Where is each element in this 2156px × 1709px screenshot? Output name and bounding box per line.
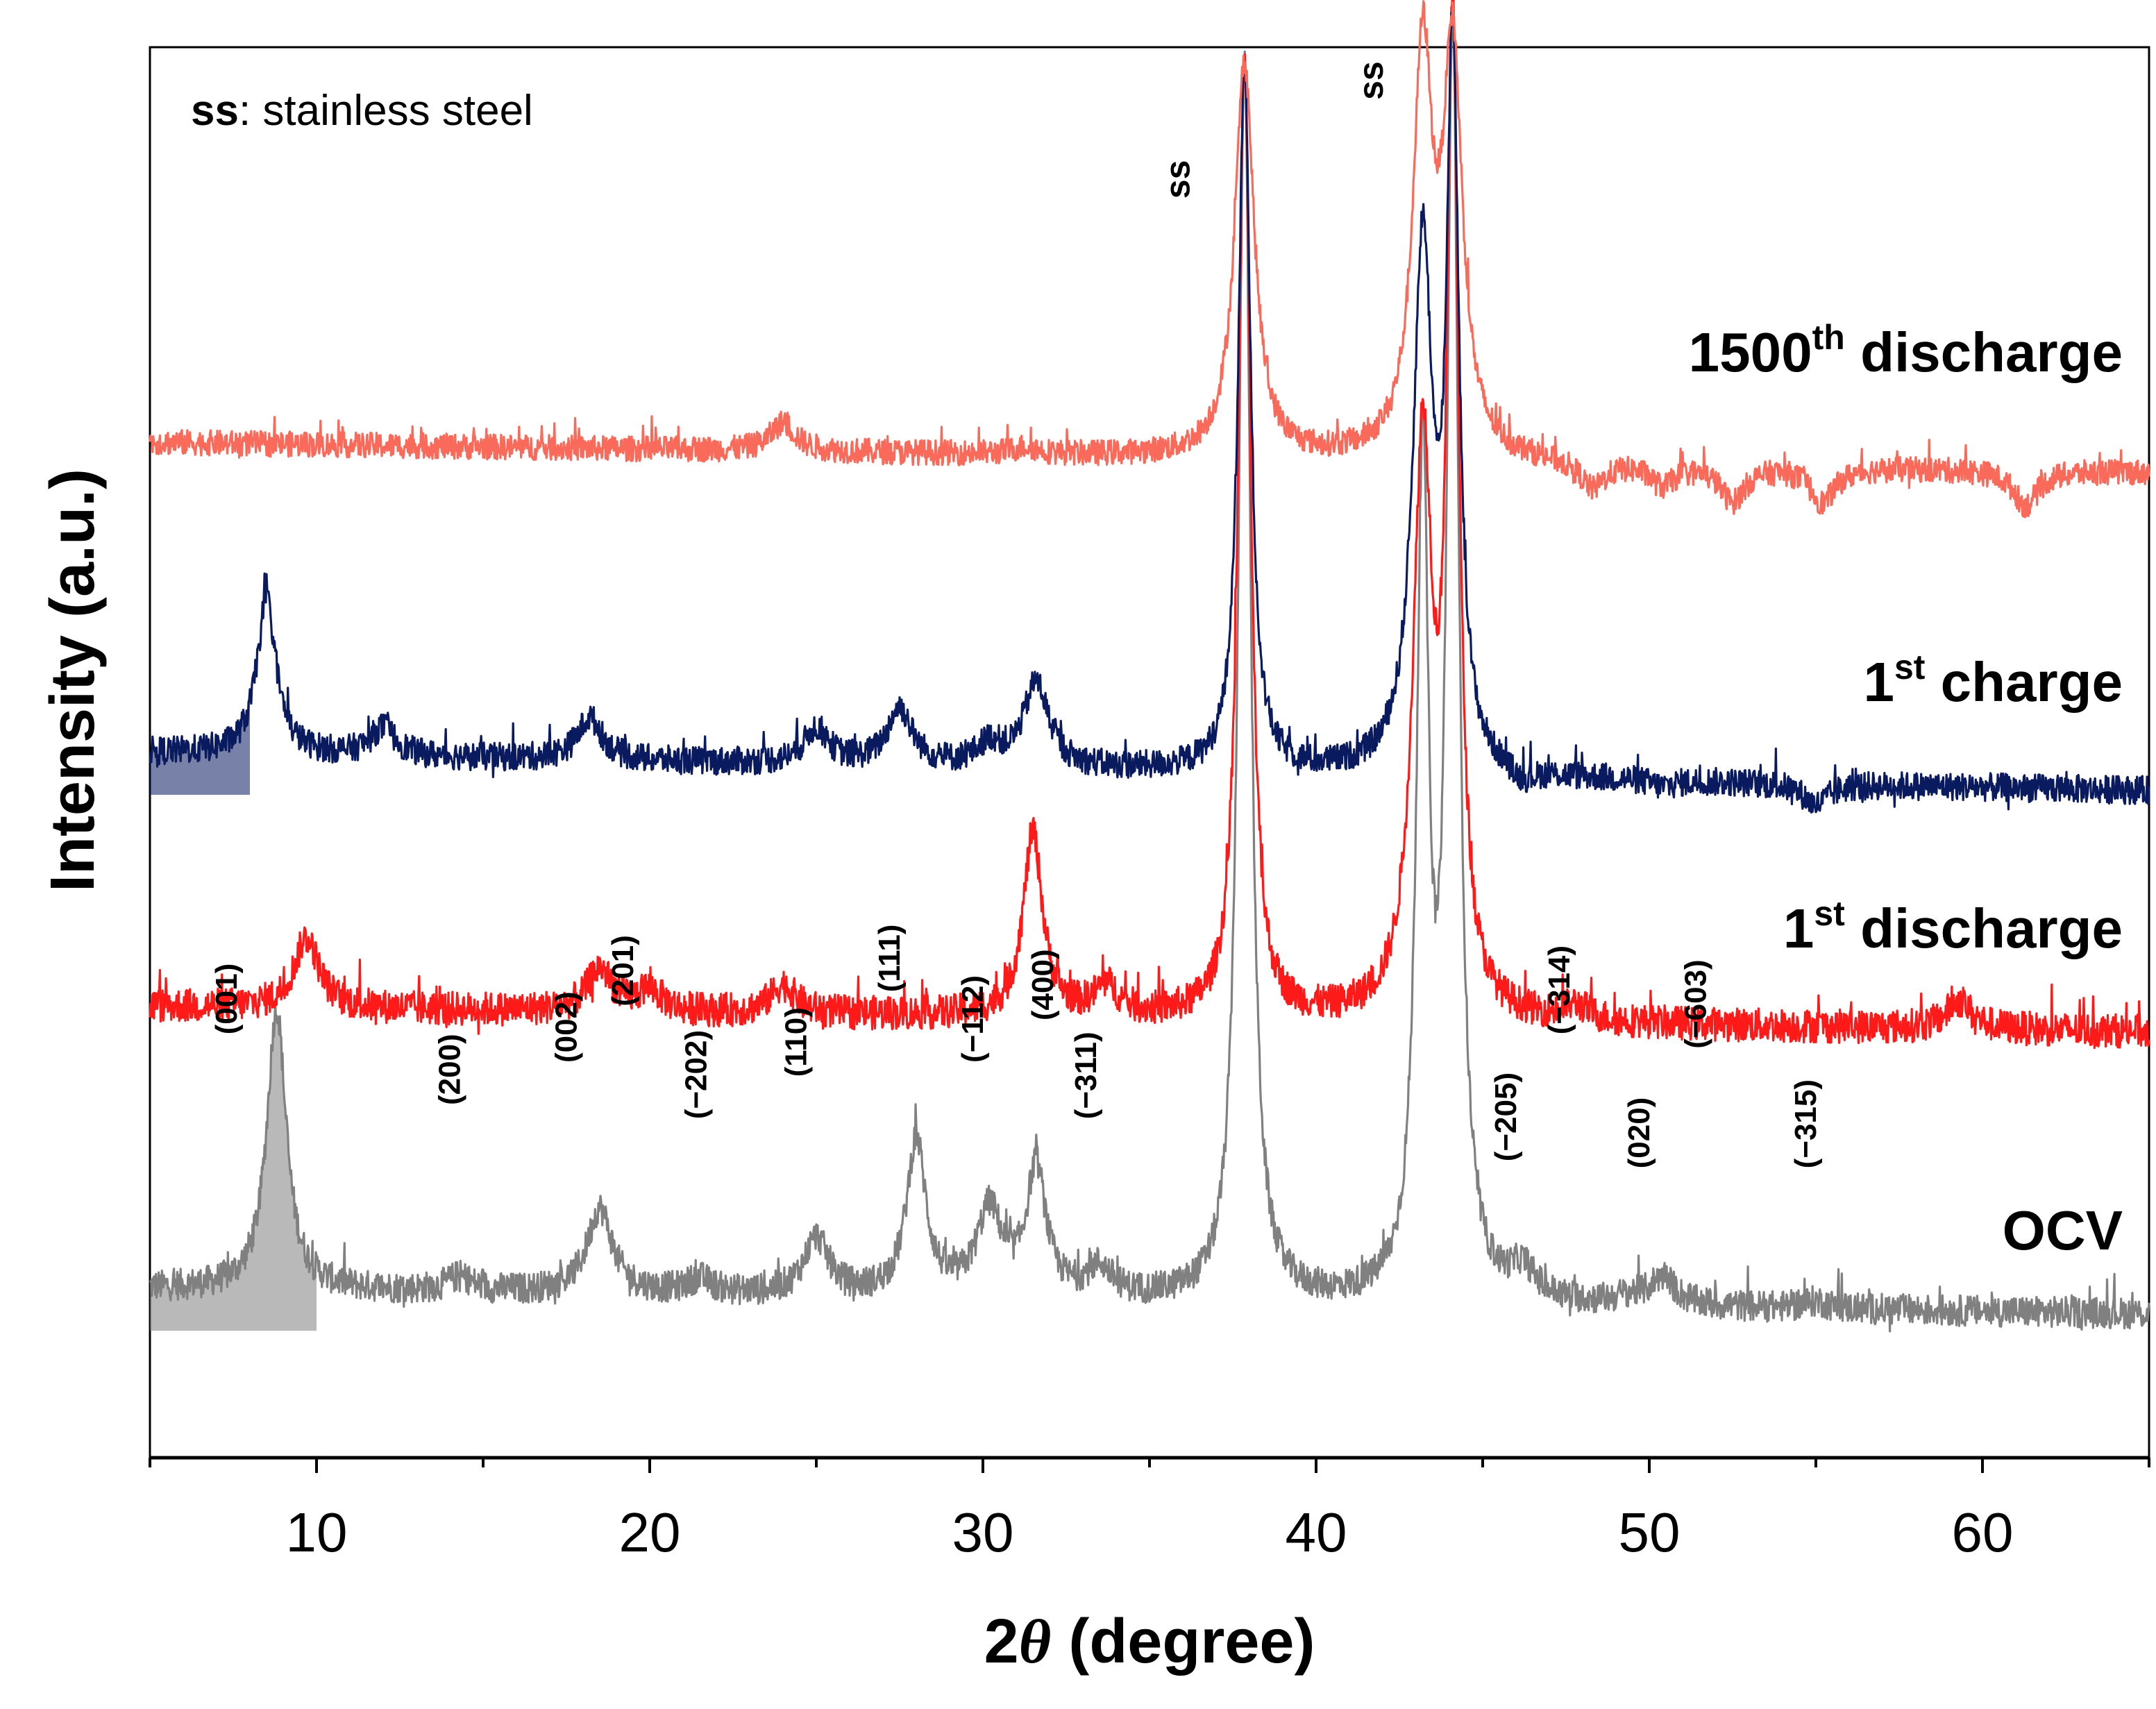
x-tick-label-10: 10 <box>286 1501 348 1563</box>
x-axis-title-theta: θ <box>1019 1608 1052 1676</box>
ss-marker-1: ss <box>1159 160 1197 199</box>
series-line-1500th-discharge <box>149 0 2150 519</box>
x-tick-label-50: 50 <box>1619 1501 1681 1563</box>
peak-label-020: (020) <box>1622 1097 1656 1169</box>
series-label-sup: th <box>1812 318 1845 357</box>
x-axis-title: 2θ (degree) <box>984 1607 1315 1676</box>
series-label-main: 1 <box>1783 898 1814 959</box>
ss-markers: ss ss <box>1159 61 1390 199</box>
x-tick-label-20: 20 <box>619 1501 681 1563</box>
peak-label-m205: (−205) <box>1489 1072 1523 1161</box>
peak-label-110: (110) <box>780 1007 814 1077</box>
series-label-1st-discharge: 1st discharge <box>1783 894 2123 959</box>
peak-label-m315: (−315) <box>1789 1079 1823 1168</box>
x-tick-label-30: 30 <box>952 1501 1014 1563</box>
peak-label-400: (400) <box>1026 949 1060 1020</box>
series-label-tail: charge <box>1925 651 2123 713</box>
ss-marker-2: ss <box>1351 61 1390 100</box>
series-label-main: 1500 <box>1689 321 1812 383</box>
series-label-tail: discharge <box>1845 898 2123 959</box>
peak-labels: (001) (200) (002) (201) (−202) (110) (111) (−11… <box>210 925 1823 1169</box>
peak-label-m603: (−603) <box>1679 959 1713 1048</box>
series-1500th-discharge <box>149 0 2150 519</box>
series-label-tail: discharge <box>1845 321 2123 383</box>
peak-label-m311: (−311) <box>1069 1032 1103 1119</box>
series-label-ocv: OCV <box>2003 1199 2123 1261</box>
series-layer <box>149 0 2150 1333</box>
series-line-1st-charge <box>149 10 2150 814</box>
series-label-sup: st <box>1814 894 1845 933</box>
peak-label-002: (002) <box>549 991 583 1063</box>
ss-legend-abbrev: ss <box>191 87 239 135</box>
ss-legend-text: : stainless steel <box>239 87 533 135</box>
series-1st-charge <box>149 10 2150 814</box>
series-label-main: 1 <box>1863 651 1894 713</box>
x-tick-label-40: 40 <box>1286 1501 1347 1563</box>
series-line-ocv <box>149 24 2150 1333</box>
series-fill-ocv <box>150 1001 317 1331</box>
y-axis-title: Intensity (a.u.) <box>38 469 108 892</box>
peak-label-200: (200) <box>432 1034 466 1105</box>
x-axis-ticks: 10 20 30 40 50 60 <box>149 1458 2150 1563</box>
series-label-1st-charge: 1st charge <box>1863 648 2123 713</box>
series-ocv <box>149 24 2150 1333</box>
series-label-1500th-discharge: 1500th discharge <box>1689 318 2123 383</box>
peak-label-111: (111) <box>873 925 907 993</box>
peak-label-001: (001) <box>210 963 244 1035</box>
peak-label-201: (201) <box>606 935 640 1007</box>
ss-legend-note: ss: stainless steel <box>191 87 533 135</box>
peak-label-m202: (−202) <box>680 1030 714 1119</box>
x-axis-title-suffix: (degree) <box>1051 1607 1315 1676</box>
peak-label-m314: (−314) <box>1542 945 1576 1034</box>
x-tick-label-60: 60 <box>1952 1501 2014 1563</box>
series-1st-discharge <box>149 0 2150 1050</box>
series-line-1st-discharge <box>149 0 2150 1050</box>
series-label-sup: st <box>1894 648 1926 687</box>
peak-label-m112: (−112) <box>956 975 990 1063</box>
series-label-main: OCV <box>2003 1199 2123 1261</box>
x-axis-title-prefix: 2 <box>984 1607 1019 1676</box>
